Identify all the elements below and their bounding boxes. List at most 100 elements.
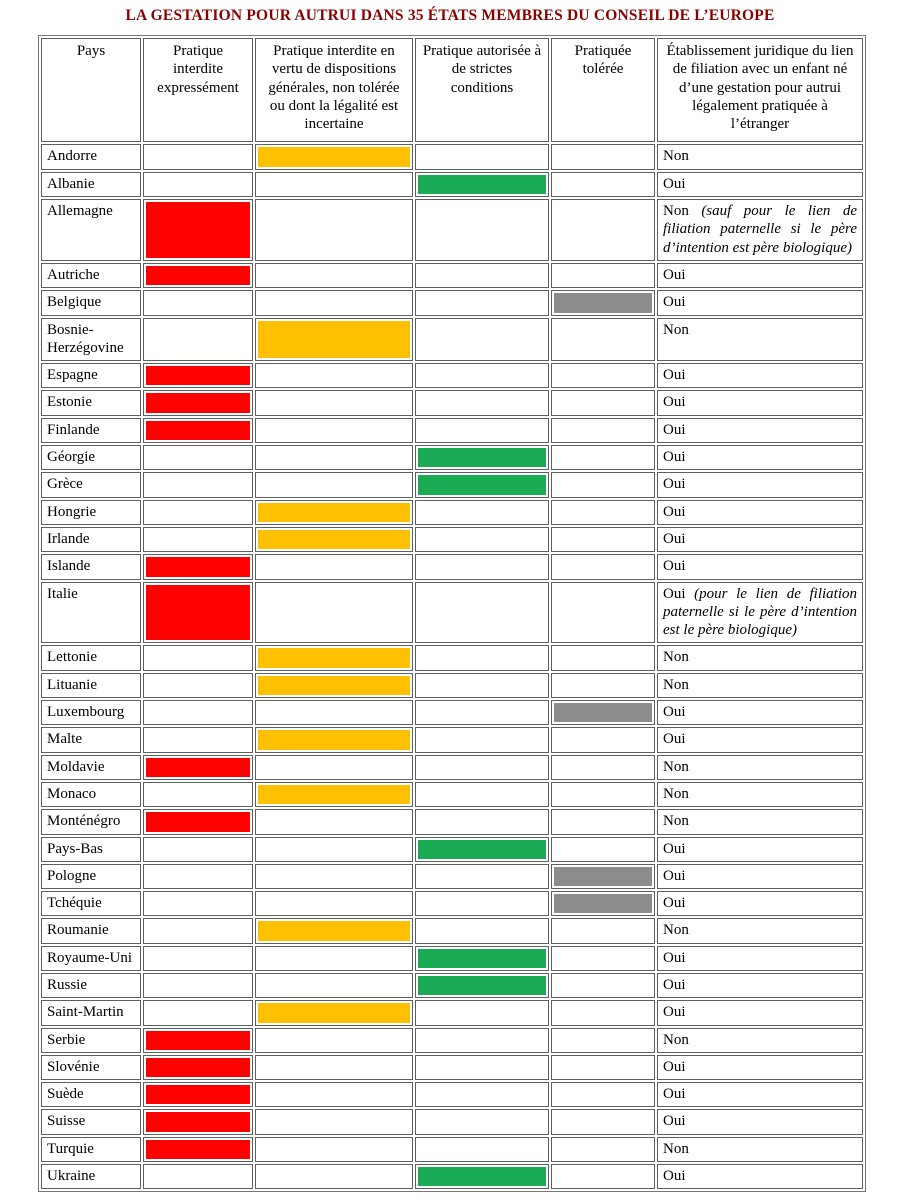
country-cell: Monténégro [41,809,141,835]
status-cell-gray [551,199,655,261]
table-row: Grèce Oui [41,472,863,498]
status-cell-green [415,1164,549,1190]
status-cell-red [143,945,253,971]
status-cell-orange [255,499,413,525]
status-cell-red [143,290,253,316]
status-cell-green [415,1000,549,1026]
status-cell-gray [551,645,655,671]
status-marker-red [146,265,250,286]
table-row: Royaume-Uni Oui [41,945,863,971]
status-marker-red [146,557,250,577]
country-cell: Hongrie [41,499,141,525]
filiation-cell: Oui [657,891,863,917]
table-body: Andorre Non Albanie Oui Allemagne Non (sauf p… [41,144,863,1190]
status-cell-gray [551,1082,655,1108]
status-marker-red [146,420,250,441]
filiation-cell: Non [657,672,863,699]
status-marker-gray [554,866,652,887]
table-row: Turquie Non [41,1136,863,1163]
filiation-cell: Oui [657,363,863,389]
status-cell-red [143,918,253,944]
status-cell-orange [255,781,413,808]
status-cell-green [415,754,549,780]
status-cell-red [143,672,253,699]
status-marker-green [418,948,546,968]
status-marker-red [146,757,250,777]
table-row: Roumanie Non [41,918,863,944]
filiation-cell: Oui [657,1164,863,1190]
status-cell-green [415,290,549,316]
status-cell-green [415,809,549,835]
filiation-cell: Oui [657,499,863,525]
status-cell-red [143,700,253,726]
country-cell: Finlande [41,417,141,444]
status-marker-green [418,839,546,859]
status-cell-green [415,672,549,699]
status-marker-gray [554,293,652,313]
table-row: Serbie Non [41,1027,863,1053]
table-row: Monaco Non [41,781,863,808]
filiation-cell: Oui [657,945,863,971]
status-cell-gray [551,754,655,780]
filiation-value: Oui [663,1004,686,1021]
country-cell: Monaco [41,781,141,808]
status-cell-orange [255,891,413,917]
table-row: Tchéquie Oui [41,891,863,917]
status-cell-gray [551,171,655,198]
status-cell-green [415,918,549,944]
status-cell-green [415,199,549,261]
filiation-value: Oui [663,731,686,748]
filiation-cell: Non [657,1136,863,1163]
table-row: Bosnie-Herzégovine Non [41,317,863,362]
status-cell-gray [551,581,655,644]
status-cell-green [415,171,549,198]
country-cell: Allemagne [41,199,141,261]
country-cell: Moldavie [41,754,141,780]
filiation-value: Oui [663,976,686,993]
status-cell-red [143,754,253,780]
status-marker-gray [554,894,652,914]
filiation-cell: Non [657,317,863,362]
filiation-cell: Oui [657,554,863,580]
status-cell-gray [551,781,655,808]
status-marker-orange [258,529,410,550]
filiation-cell: Oui [657,262,863,289]
status-marker-green [418,448,546,468]
country-cell: Roumanie [41,918,141,944]
status-cell-orange [255,972,413,999]
filiation-note: (pour le lien de filiation paternelle si… [663,585,857,639]
filiation-cell: Oui [657,390,863,416]
table-row: Saint-Martin Oui [41,1000,863,1026]
status-marker-green [418,1167,546,1187]
filiation-value: Oui [663,1058,686,1075]
status-cell-gray [551,363,655,389]
filiation-cell: Oui [657,863,863,890]
country-cell: Italie [41,581,141,644]
status-cell-orange [255,144,413,170]
table-row: Malte Oui [41,727,863,753]
status-cell-red [143,472,253,498]
filiation-cell: Oui [657,290,863,316]
status-cell-gray [551,863,655,890]
filiation-cell: Oui [657,1054,863,1081]
status-marker-red [146,1112,250,1132]
filiation-cell: Oui [657,727,863,753]
country-cell: Saint-Martin [41,1000,141,1026]
country-cell: Suède [41,1082,141,1108]
status-marker-red [146,1085,250,1105]
table-row: Andorre Non [41,144,863,170]
filiation-value: Non [663,148,689,165]
status-cell-gray [551,809,655,835]
status-cell-orange [255,700,413,726]
status-cell-red [143,781,253,808]
status-cell-gray [551,1109,655,1135]
country-cell: Irlande [41,526,141,553]
status-cell-gray [551,526,655,553]
status-marker-orange [258,147,410,167]
status-cell-orange [255,1000,413,1026]
table-row: Suède Oui [41,1082,863,1108]
table-row: Estonie Oui [41,390,863,416]
status-cell-orange [255,363,413,389]
status-cell-orange [255,417,413,444]
header-row: Pays Pratique interdite expressément Pra… [41,38,863,143]
